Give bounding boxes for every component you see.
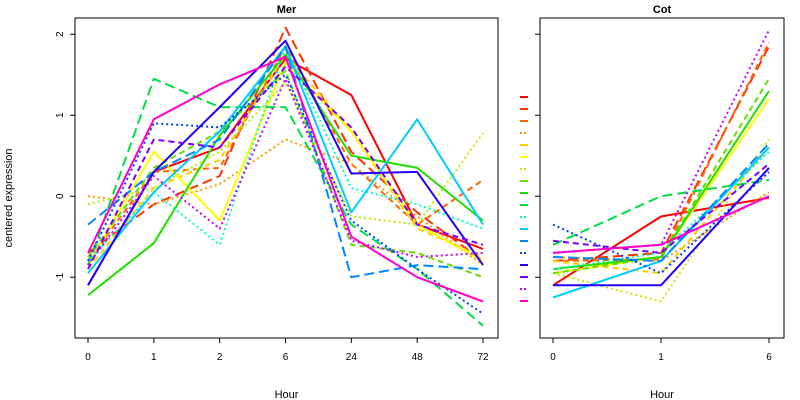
- y-axis-label: centered expression: [3, 148, 15, 247]
- mer-series-line-17: [87, 77, 484, 266]
- cot-series-line-2: [552, 45, 770, 262]
- cot-title: Cot: [653, 4, 672, 16]
- legend-dash-markers: [520, 96, 528, 302]
- cot-panel: Cot 0 1 6 Hour: [535, 4, 785, 400]
- mer-x-tick-label: 24: [346, 352, 358, 363]
- cot-series-line-3: [552, 41, 770, 262]
- mer-plot-frame: [74, 17, 499, 339]
- mer-series-line-9: [87, 53, 484, 296]
- cot-series-line-15: [553, 167, 770, 287]
- mer-x-tick-label: 48: [412, 352, 424, 363]
- cot-series-line-10: [552, 179, 770, 246]
- cot-series-line-1: [552, 196, 770, 287]
- cot-x-axis-label: Hour: [650, 389, 674, 400]
- cot-x-tick-label: 6: [766, 352, 772, 363]
- mer-title: Mer: [277, 4, 297, 16]
- mer-x-axis-label: Hour: [275, 389, 299, 400]
- mer-x-tick-label: 72: [477, 352, 489, 363]
- mer-panel: Mer 0 1 2 6 24 48 72 Hour -1 0 1 2: [55, 4, 499, 400]
- cot-series-line-13: [552, 142, 770, 262]
- cot-series-line-11: [552, 150, 770, 271]
- mer-series-line-7: [87, 81, 484, 226]
- mer-x-tick-label: 2: [217, 352, 223, 363]
- mer-series-line-14: [87, 73, 484, 315]
- cot-series-line-12: [552, 146, 770, 299]
- mer-series-line-18: [87, 55, 484, 303]
- mer-series-line-10: [87, 77, 484, 327]
- mer-x-tick-label: 6: [283, 352, 289, 363]
- cot-x-tick-label: 0: [550, 352, 556, 363]
- mer-y-tick-label: -1: [55, 272, 66, 281]
- mer-x-tick-label: 0: [85, 352, 91, 363]
- mer-series-line-16: [87, 65, 484, 270]
- mer-series-line-6: [87, 61, 484, 266]
- mer-y-tick-label: 2: [55, 31, 66, 37]
- mer-x-tick-label: 1: [151, 352, 157, 363]
- cot-series-line-16: [552, 163, 770, 254]
- mer-series-line-4: [87, 138, 484, 266]
- mer-y-tick-label: 1: [55, 112, 66, 118]
- cot-x-tick-label: 1: [658, 352, 664, 363]
- mer-series-line-15: [87, 39, 484, 286]
- mer-y-tick-label: 0: [55, 193, 66, 199]
- mer-series-line-8: [87, 69, 484, 279]
- cot-series-line-7: [552, 138, 770, 303]
- cot-plot-frame: [539, 17, 785, 339]
- cot-series-line-9: [552, 90, 770, 271]
- cot-series-line-18: [552, 195, 770, 254]
